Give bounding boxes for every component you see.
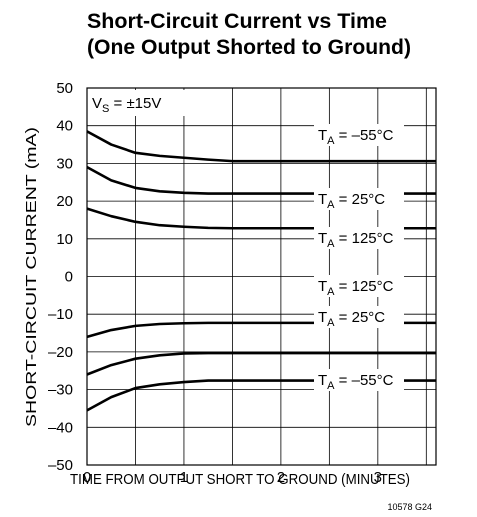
condition-label-main: V [92,95,102,112]
series-label-main: T [318,278,327,295]
x-tick-label: 3 [374,469,382,486]
series-label: TA = 125°C [318,278,394,298]
condition-label: VS = ±15V [92,95,161,115]
series-label: TA = 25°C [318,309,385,329]
x-tick-label: 2 [277,469,285,486]
y-tick-label: 20 [56,193,73,210]
series-label-bg [314,188,404,210]
series-line [86,207,436,230]
x-axis-label: TIME FROM OUTPUT SHORT TO GROUND (MINUTE… [70,471,410,488]
series-label-main: T [318,309,327,326]
y-tick-label: 0 [65,269,73,286]
y-tick-label: 30 [56,155,73,172]
series-label-sub: A [327,317,335,329]
series-label-rest: = –55°C [335,372,394,389]
y-tick-label: –40 [48,419,73,436]
y-tick-label: 50 [56,80,73,97]
y-tick-label: –10 [48,306,73,323]
series-label-main: T [318,191,327,208]
series-label-sub: A [327,135,335,147]
condition-label-sub: S [102,103,109,115]
series-label-rest: = –55°C [335,127,394,144]
series-label: TA = –55°C [318,372,394,392]
series-label-main: T [318,127,327,144]
series-label-bg [314,124,404,146]
chart-title: (One Output Shorted to Ground) [87,36,411,59]
y-tick-label: –50 [48,457,73,474]
footnote: 10578 G24 [387,502,432,512]
series-label-bg [314,369,404,391]
x-tick-label: 0 [83,469,91,486]
series-label-rest: = 25°C [335,191,386,208]
condition-bg [89,90,185,116]
series-label-bg [314,275,404,297]
x-tick-label: 1 [180,469,188,486]
series-label-rest: = 125°C [335,278,394,295]
y-tick-label: –30 [48,382,73,399]
series-label-sub: A [327,380,335,392]
series-label: TA = 25°C [318,191,385,211]
series-label: TA = 125°C [318,230,394,250]
series-label-rest: = 25°C [335,309,386,326]
series-line [86,130,436,163]
series-line [86,351,436,376]
series-label-bg [314,227,404,249]
series-label-main: T [318,372,327,389]
y-tick-label: 10 [56,231,73,248]
chart-title: Short-Circuit Current vs Time [87,10,387,33]
series-label-sub: A [327,286,335,298]
series-label: TA = –55°C [318,127,394,147]
series-label-bg [314,306,404,328]
series-label-main: T [318,230,327,247]
series-label-sub: A [327,238,335,250]
series-label-rest: = 125°C [335,230,394,247]
condition-label-rest: = ±15V [109,95,161,112]
y-tick-label: –20 [48,344,73,361]
y-tick-label: 40 [56,118,73,135]
y-axis-label: SHORT-CIRCUIT CURRENT (mA) [23,127,40,427]
series-label-sub: A [327,199,335,211]
